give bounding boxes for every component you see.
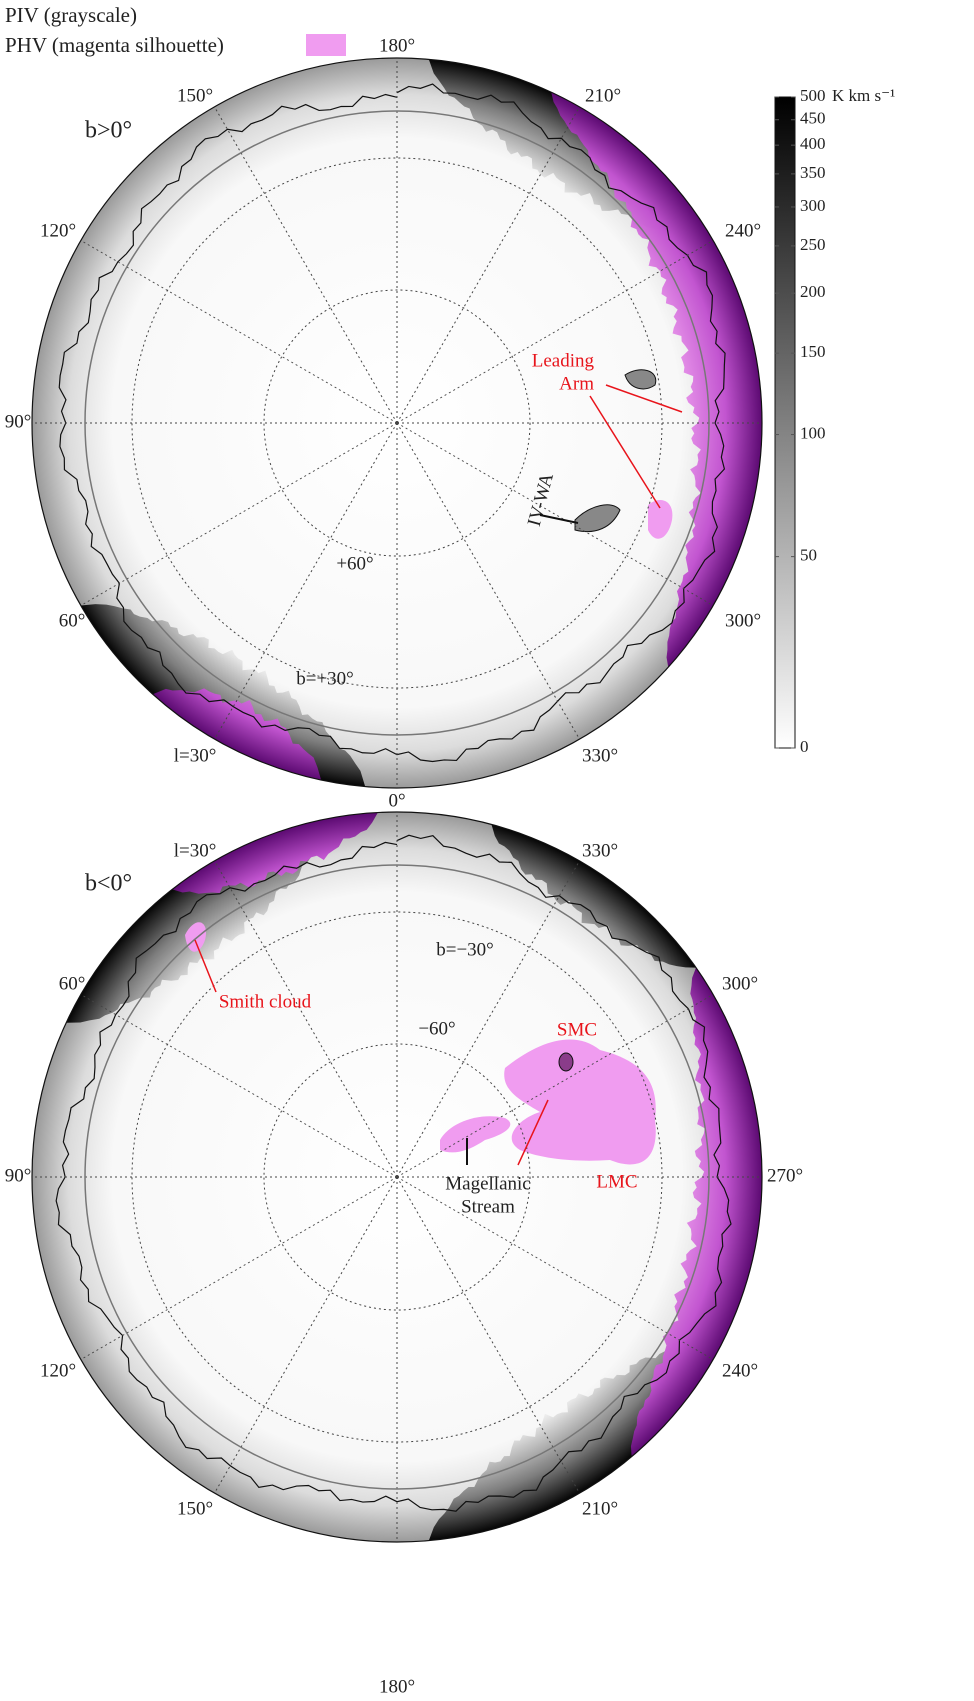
annotation: Smith cloud — [219, 991, 312, 1012]
reference-circle — [84, 864, 710, 1490]
longitude-line — [396, 240, 714, 424]
piv-emission — [79, 604, 366, 788]
longitude-label: 300° — [725, 610, 761, 631]
annotation-line — [194, 939, 217, 993]
longitude-label: 90° — [5, 1165, 32, 1186]
longitude-line — [214, 106, 398, 424]
colorbar-tick-label: 0 — [800, 737, 809, 756]
colorbar-tick-label: 500 — [800, 86, 826, 105]
reference-circle — [84, 110, 710, 736]
longitude-label: 240° — [722, 1360, 758, 1381]
colorbar-tick-label: 200 — [800, 282, 826, 301]
annotation-line — [517, 1099, 549, 1166]
phv-emission — [440, 1116, 511, 1153]
map-border — [31, 57, 763, 789]
longitude-label: 300° — [722, 973, 758, 994]
colorbar-tick-label: 250 — [800, 235, 826, 254]
annotation-line — [605, 384, 683, 413]
legend-label: PHV (magenta silhouette) — [5, 33, 224, 57]
colorbar-ramp — [774, 96, 796, 749]
longitude-line — [214, 860, 398, 1178]
longitude-line — [214, 422, 398, 740]
phv-emission — [504, 1039, 656, 1165]
sky-map — [32, 812, 762, 1542]
longitude-label: 150° — [177, 1498, 213, 1519]
annotation: Magellanic — [445, 1173, 530, 1194]
longitude-line — [214, 1176, 398, 1494]
latitude-label: +60° — [336, 553, 373, 574]
longitude-line — [80, 1176, 398, 1360]
panel-label: b<0° — [85, 871, 132, 897]
phv-emission — [630, 966, 762, 1459]
piv-emission — [574, 504, 621, 533]
map-border — [31, 811, 763, 1543]
longitude-label: 90° — [5, 411, 32, 432]
maps — [31, 57, 763, 1543]
longitude-line — [80, 240, 398, 424]
colorbar-tick-label: 350 — [800, 163, 826, 182]
longitude-label: 180° — [379, 35, 415, 56]
longitude-line — [396, 994, 714, 1178]
longitude-label: 210° — [585, 85, 621, 106]
longitude-label: 60° — [59, 973, 86, 994]
piv-emission — [624, 369, 657, 390]
annotation-line — [539, 514, 579, 524]
longitude-line — [80, 994, 398, 1178]
longitude-label: 150° — [177, 85, 213, 106]
latitude-label: b=+30° — [296, 668, 354, 689]
longitude-line — [396, 422, 580, 740]
annotation: Leading — [532, 350, 595, 371]
latitude-label: −60° — [418, 1018, 455, 1039]
annotation: Arm — [559, 373, 594, 394]
longitude-label: l=30° — [174, 745, 217, 766]
colorbar-tick-label: 50 — [800, 546, 817, 565]
longitude-label: l=30° — [174, 840, 217, 861]
phv-emission — [558, 1052, 574, 1072]
legend-swatch — [306, 34, 346, 56]
panel-label: b>0° — [85, 118, 132, 144]
colorbar-unit: K km s⁻¹ — [832, 86, 895, 105]
longitude-line — [396, 1176, 580, 1494]
sky-panel — [31, 811, 763, 1543]
annotation-line — [589, 395, 661, 509]
annotation: Stream — [461, 1196, 515, 1217]
phv-emission — [648, 500, 673, 539]
longitude-line — [396, 860, 580, 1178]
colorbar: 0 50 100 150 200 250 300 350 400 450 500 K km s⁻¹ — [774, 86, 895, 756]
longitude-label: 120° — [40, 220, 76, 241]
colorbar-tick-label: 300 — [800, 196, 826, 215]
colorbar-tick-label: 400 — [800, 134, 826, 153]
longitude-label: 270° — [767, 1165, 803, 1186]
phv-emission — [185, 922, 206, 952]
colorbar-tick-label: 150 — [800, 342, 826, 361]
longitude-label: 330° — [582, 840, 618, 861]
longitude-line — [80, 422, 398, 606]
longitude-line — [396, 422, 714, 606]
longitude-label: 120° — [40, 1360, 76, 1381]
latitude-label: b=−30° — [436, 939, 494, 960]
longitude-label: 330° — [582, 745, 618, 766]
sky-panel — [31, 57, 763, 789]
longitude-label: 210° — [582, 1498, 618, 1519]
longitude-label: 180° — [379, 1676, 415, 1697]
phv-emission — [151, 688, 322, 782]
legend-label: PIV (grayscale) — [5, 3, 137, 27]
latitude-circle — [263, 289, 531, 557]
longitude-line — [396, 106, 580, 424]
longitude-label: 240° — [725, 220, 761, 241]
annotation: SMC — [557, 1019, 597, 1040]
latitude-circle — [263, 1043, 531, 1311]
piv-emission — [491, 822, 698, 968]
longitude-label: 60° — [59, 610, 86, 631]
colorbar-tick-label: 450 — [800, 109, 826, 128]
colorbar-tick-label: 100 — [800, 423, 826, 442]
longitude-label: 0° — [388, 790, 405, 811]
phv-emission — [171, 812, 378, 894]
longitude-line — [396, 1176, 714, 1360]
annotation: LMC — [596, 1171, 637, 1192]
